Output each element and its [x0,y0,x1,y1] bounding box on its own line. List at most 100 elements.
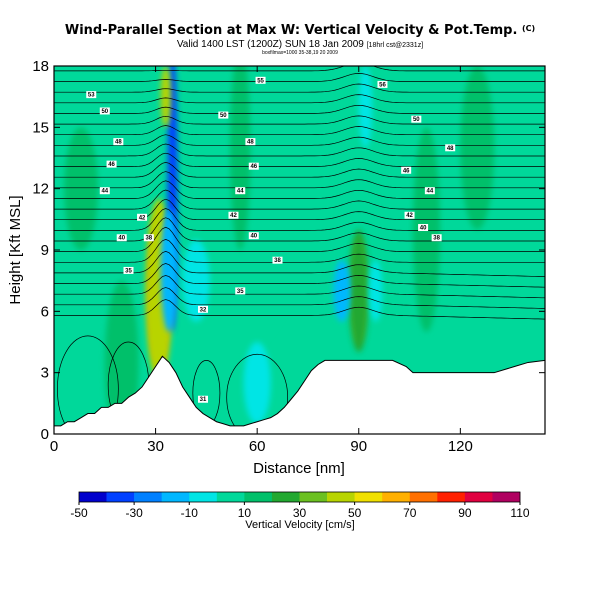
contour-label-24: 44 [427,189,434,195]
colorbar-swatch-14 [464,492,493,502]
terrain-mask [54,355,545,434]
x-tick-label-3: 90 [350,438,367,455]
contour-label-bg-22 [445,144,456,152]
y-tick-label-2: 6 [41,303,49,320]
contour-label-16: 38 [274,258,281,264]
x-tick-label-1: 30 [147,438,164,455]
contour-label-bg-21 [411,115,422,123]
chart-subtitle: Valid 1400 LST (1200Z) SUN 18 Jan 2009 [… [177,39,423,50]
w-cell-12 [333,260,351,322]
y-tick-label-6: 18 [32,58,49,75]
y-tick-label-1: 3 [41,365,49,382]
contour-label-22: 48 [447,146,454,152]
contour-label-bg-10 [218,111,229,119]
contour-label-bg-27 [431,234,442,242]
contour-label-18: 32 [200,307,207,313]
isentrope-2 [54,275,545,299]
isentrope-23 [54,66,545,72]
contour-label-bg-15 [248,232,259,240]
isentrope-12 [54,171,545,189]
colorbar-swatch-11 [382,492,411,502]
contour-label-8: 35 [125,268,132,274]
contour-label-20: 56 [379,82,386,88]
contour-label-26: 40 [420,226,427,232]
contour-label-bg-26 [418,224,429,232]
contour-label-bg-1 [99,107,110,115]
colorbar-swatch-0 [79,492,107,502]
isentrope-22 [54,73,545,82]
contour-label-bg-8 [123,266,134,274]
colorbar-swatch-1 [106,492,135,502]
isentrope-8 [54,208,545,231]
contour-label-9: 55 [257,78,264,84]
contour-label-27: 38 [433,236,440,242]
colorbar-swatch-7 [271,492,300,502]
contour-label-13: 44 [237,189,244,195]
contour-label-4: 44 [101,189,108,195]
isentrope-16 [54,134,545,146]
isentrope-17 [54,125,545,136]
y-tick-label-0: 0 [41,426,49,443]
contour-label-bg-25 [404,211,415,219]
contour-label-bg-24 [424,187,435,195]
w-cell-11 [348,229,369,353]
chart-title: Wind-Parallel Section at Max W: Vertical… [65,23,535,38]
contour-label-bg-11 [245,138,256,146]
w-cell-17 [64,127,99,250]
colorbar-tick-label-3: 10 [238,506,252,520]
isentrope-21 [54,83,545,93]
x-tick-label-0: 0 [50,438,58,455]
y-axis: 0 3 6 9 12 15 18 [32,58,545,443]
contour-label-bg-13 [235,187,246,195]
contour-label-bg-17 [235,287,246,295]
copyright-mark: (C) [522,24,535,33]
isentrope-20 [54,94,545,104]
low-level-contour-2 [226,353,288,434]
contour-label-14: 42 [230,213,237,219]
colorbar-swatch-2 [134,492,162,502]
isentrope-15 [54,143,545,157]
contour-label-bg-0 [86,91,97,99]
w-cell-14 [358,66,373,148]
isentrope-11 [54,180,545,199]
colorbar-swatch-3 [161,492,190,502]
x-axis: 0 30 60 90 120 [50,66,473,455]
w-cell-8 [182,239,210,322]
contour-label-bg-20 [377,80,388,88]
colorbar-swatch-5 [216,492,245,502]
isentrope-3 [54,263,545,288]
y-tick-label-5: 15 [32,119,49,136]
colorbar-tick-label-6: 70 [403,506,417,520]
contour-label-bg-18 [197,305,208,313]
y-axis-title: Height [Kft MSL] [7,195,24,304]
colorbar: -50 -30 -10 10 30 50 70 90 110 [70,491,530,520]
x-tick-label-2: 60 [249,438,266,455]
isentrope-19 [54,104,545,114]
x-tick-label-4: 120 [448,438,473,455]
w-cell-9 [243,342,271,424]
isentrope-4 [54,251,545,277]
contour-label-10: 50 [220,113,227,119]
colorbar-swatch-13 [437,492,466,502]
x-axis-title: Distance [nm] [253,460,345,477]
chart-subtitle-note: [18hrl cst@2331z] [367,42,424,49]
contour-label-bg-12 [248,162,259,170]
contour-label-bg-6 [116,234,127,242]
contour-label-25: 42 [406,213,413,219]
contour-label-bg-2 [113,138,124,146]
contour-label-15: 40 [250,234,257,240]
colorbar-tick-label-4: 30 [293,506,307,520]
w-cell-13 [368,260,383,322]
isentrope-5 [54,239,545,263]
contour-label-0: 53 [88,93,95,99]
colorbar-tick-label-5: 50 [348,506,362,520]
contour-label-12: 46 [250,164,257,170]
contour-label-bg-19 [197,395,208,403]
isentrope-0 [54,299,545,320]
isentrope-13 [54,162,545,178]
plot-area: 53 50 48 46 44 42 40 38 35 55 50 48 46 44 42 40 38 35 32 31… [54,66,545,434]
contour-label-11: 48 [247,140,254,146]
colorbar-tick-label-8: 110 [510,506,529,520]
contour-label-bg-7 [143,234,154,242]
